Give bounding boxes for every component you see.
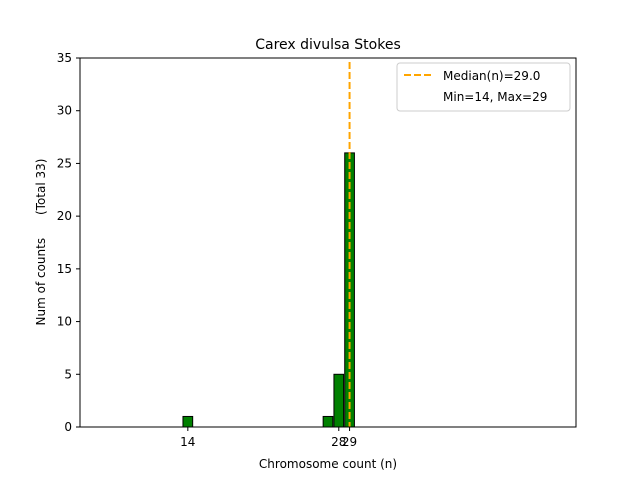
legend: Median(n)=29.0 Min=14, Max=29 — [396, 62, 571, 112]
plot-frame — [79, 57, 577, 428]
y-tick-label: 25 — [57, 156, 72, 170]
histogram-bar — [182, 415, 194, 428]
x-tick-label: 29 — [342, 435, 357, 449]
x-tick-label: 28 — [331, 435, 346, 449]
histogram-bar — [322, 415, 334, 428]
chart-title: Carex divulsa Stokes — [255, 37, 401, 53]
y-tick-label: 15 — [57, 262, 72, 276]
y-axis-label: Num of counts (Total 33) — [34, 159, 48, 326]
histogram-bar — [333, 373, 345, 428]
legend-box — [396, 62, 571, 112]
y-tick-label: 5 — [64, 367, 72, 381]
bars-layer — [182, 152, 355, 428]
x-tick-label: 14 — [180, 435, 195, 449]
y-tick-label: 0 — [64, 420, 72, 434]
x-axis-label: Chromosome count (n) — [259, 457, 397, 471]
legend-median-label: Median(n)=29.0 — [443, 69, 540, 83]
y-tick-label: 35 — [57, 51, 72, 65]
y-tick-label: 30 — [57, 104, 72, 118]
legend-range-label: Min=14, Max=29 — [443, 90, 547, 104]
y-tick-label: 10 — [57, 315, 72, 329]
y-axis-ticks: 0 5 10 15 20 25 30 35 — [57, 51, 80, 434]
y-tick-label: 20 — [57, 209, 72, 223]
